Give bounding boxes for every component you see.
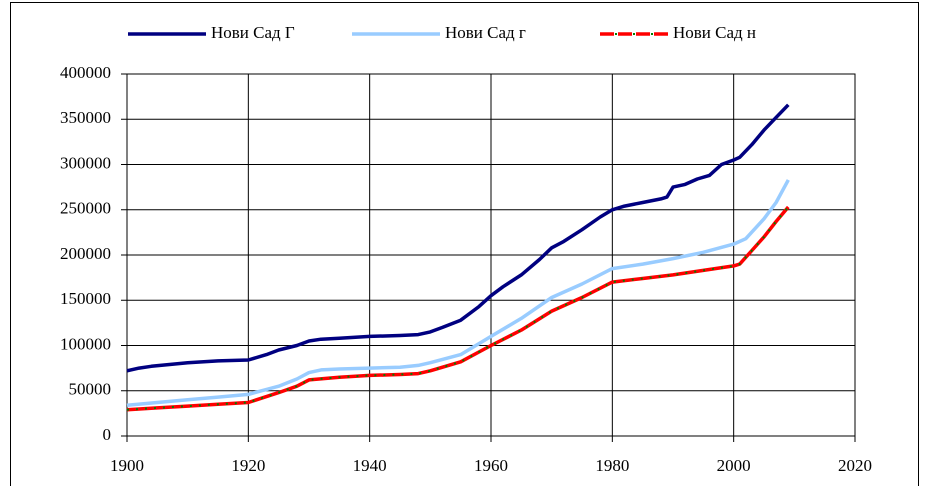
x-tick-label: 1940 <box>353 456 387 475</box>
x-tick-label: 2000 <box>717 456 751 475</box>
y-tick-label: 50000 <box>69 380 112 399</box>
series-line <box>126 103 790 373</box>
y-tick-label: 350000 <box>60 108 111 127</box>
legend-label: Нови Сад Г <box>211 23 295 42</box>
y-tick-label: 400000 <box>60 63 111 82</box>
y-tick-label: 0 <box>103 425 112 444</box>
series-dots <box>126 206 790 411</box>
y-tick-label: 200000 <box>60 244 111 263</box>
legend-label: Нови Сад г <box>445 23 526 42</box>
y-tick-label: 100000 <box>60 334 111 353</box>
series-line <box>126 179 790 407</box>
x-tick-label: 1960 <box>474 456 508 475</box>
plot-area <box>126 73 856 437</box>
series-line <box>126 205 790 412</box>
x-tick-label: 1920 <box>231 456 265 475</box>
x-tick-label: 2020 <box>838 456 872 475</box>
x-tick-label: 1900 <box>110 456 144 475</box>
legend-label: Нови Сад н <box>673 23 756 42</box>
y-tick-label: 250000 <box>60 199 111 218</box>
y-tick-label: 150000 <box>60 289 111 308</box>
x-tick-label: 1980 <box>595 456 629 475</box>
chart-frame <box>10 2 919 486</box>
y-tick-label: 300000 <box>60 153 111 172</box>
